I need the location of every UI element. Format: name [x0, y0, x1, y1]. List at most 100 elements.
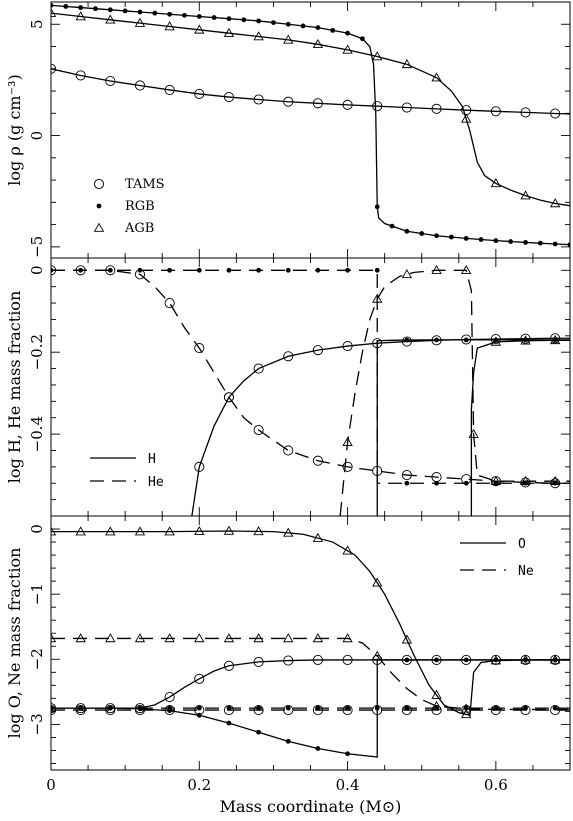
data-point — [431, 689, 442, 699]
data-point — [431, 705, 442, 716]
data-point — [431, 700, 442, 710]
legend-label: RGB — [125, 199, 155, 214]
data-point — [75, 633, 86, 643]
series-line-rgb-he — [51, 269, 570, 484]
data-point — [312, 532, 324, 542]
data-point — [374, 705, 380, 711]
legend-label: Ne — [518, 564, 534, 579]
data-point — [137, 705, 143, 711]
data-point — [164, 21, 175, 31]
data-point — [549, 475, 561, 485]
data-point — [194, 343, 205, 354]
data-point — [523, 240, 528, 245]
data-point — [167, 267, 173, 273]
data-point — [315, 267, 321, 273]
data-point — [345, 751, 350, 757]
data-point — [51, 2, 54, 8]
data-point — [463, 657, 469, 663]
data-point — [137, 9, 143, 15]
data-point — [463, 337, 469, 343]
data-point — [134, 705, 146, 716]
x-tick-label: 0.6 — [484, 776, 508, 794]
legend: O Ne — [460, 537, 534, 579]
data-point — [300, 23, 306, 29]
data-point — [283, 351, 294, 362]
data-point — [51, 705, 57, 716]
data-point — [401, 269, 413, 279]
legend-marker — [93, 178, 105, 190]
data-point — [520, 705, 531, 716]
data-point — [360, 36, 365, 42]
legend-marker — [93, 222, 105, 232]
y-tick-label: −2 — [28, 648, 46, 670]
data-point — [105, 705, 116, 716]
data-point — [271, 20, 276, 25]
data-point — [549, 198, 561, 208]
data-point — [550, 108, 561, 119]
data-point — [51, 7, 57, 17]
series-group — [51, 525, 570, 758]
data-point — [226, 705, 232, 711]
series-line-agb-h — [470, 339, 570, 516]
y-tick-label: −5 — [28, 236, 46, 258]
series-line-tams-o — [51, 659, 570, 709]
data-point — [253, 526, 264, 536]
data-point — [51, 705, 54, 711]
data-point — [549, 335, 561, 345]
data-point — [134, 526, 146, 536]
legend-marker — [96, 203, 102, 209]
data-point — [253, 656, 264, 667]
data-point — [463, 236, 469, 241]
data-point — [401, 469, 412, 481]
data-point — [164, 526, 175, 536]
data-point — [463, 480, 469, 486]
data-point — [552, 241, 558, 247]
data-point — [78, 267, 84, 273]
data-point — [342, 633, 353, 643]
data-point — [431, 72, 442, 82]
data-point — [51, 526, 57, 536]
data-point — [196, 712, 202, 718]
data-point — [448, 234, 454, 240]
data-point — [107, 7, 113, 13]
series-line-tams — [51, 68, 570, 115]
data-point — [75, 70, 86, 81]
data-point — [223, 392, 234, 403]
data-point — [550, 333, 561, 344]
data-point — [404, 705, 410, 711]
data-point — [283, 705, 294, 716]
data-point — [253, 94, 264, 105]
panel-frame — [50, 515, 571, 771]
data-point — [223, 92, 234, 103]
y-tick-label: 0 — [28, 524, 46, 534]
data-point — [194, 24, 205, 34]
data-point — [51, 63, 57, 74]
data-point — [78, 705, 84, 711]
series-line-agb-he — [339, 269, 570, 516]
data-point — [404, 228, 410, 234]
data-point — [105, 633, 116, 643]
x-axis-label: Mass coordinate (M⊙) — [220, 797, 402, 816]
data-point — [194, 633, 205, 643]
legend-label: He — [148, 475, 164, 490]
data-point — [167, 11, 173, 17]
data-point — [342, 99, 353, 110]
data-point — [345, 705, 350, 711]
legend-label: TAMS — [125, 177, 165, 192]
data-point — [223, 525, 235, 535]
data-point — [342, 545, 353, 555]
data-point — [312, 38, 324, 49]
data-point — [520, 333, 531, 344]
data-point — [226, 16, 232, 22]
x-tick-label: 0 — [46, 776, 56, 794]
data-point — [253, 363, 264, 374]
y-axis-label: log O, Ne mass fraction — [5, 548, 24, 739]
data-point — [490, 475, 502, 485]
data-point — [401, 102, 412, 113]
data-point — [342, 705, 353, 716]
data-point — [196, 14, 202, 19]
data-point — [434, 337, 439, 343]
data-point — [490, 705, 501, 716]
data-point — [51, 633, 57, 643]
